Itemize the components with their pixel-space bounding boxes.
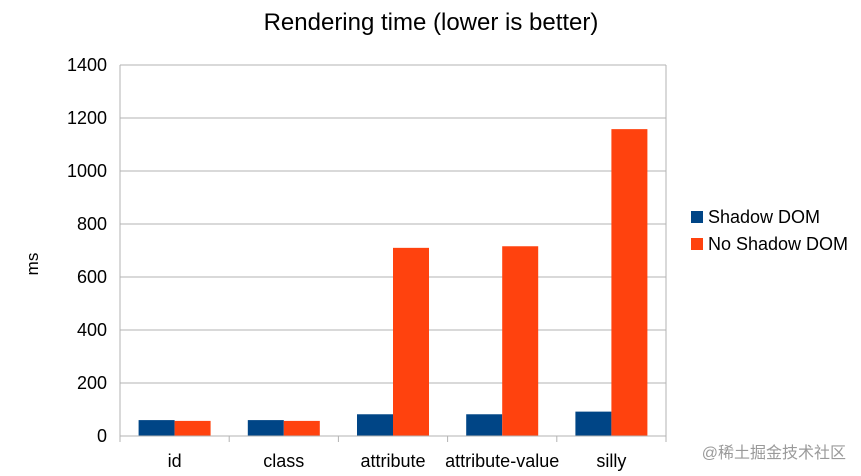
bar-shadow-dom-id — [138, 420, 175, 436]
y-axis-label: ms — [23, 253, 42, 276]
x-tick-labels: id class attribute attribute-value silly — [168, 451, 627, 471]
x-tick-label: id — [168, 451, 182, 471]
bar-no-shadow-dom-attribute — [393, 247, 429, 436]
x-tick-label: attribute-value — [445, 451, 559, 471]
y-tick-label: 200 — [77, 373, 107, 393]
bar-no-shadow-dom-attribute-value — [502, 246, 539, 436]
bar-shadow-dom-attribute — [357, 414, 393, 436]
chart-title: Rendering time (lower is better) — [264, 9, 599, 36]
bar-no-shadow-dom-id — [174, 420, 211, 436]
y-tick-label: 1400 — [67, 55, 107, 75]
bars — [138, 129, 648, 436]
y-tick-label: 600 — [77, 267, 107, 287]
axes — [119, 65, 667, 442]
y-tick-label: 400 — [77, 320, 107, 340]
legend-swatch — [691, 211, 703, 223]
legend-label: No Shadow DOM — [708, 234, 848, 254]
legend-swatch — [691, 238, 703, 250]
y-tick-label: 800 — [77, 214, 107, 234]
x-tick-label: silly — [596, 451, 626, 471]
y-tick-label: 0 — [97, 426, 107, 446]
y-tick-label: 1000 — [67, 161, 107, 181]
bar-shadow-dom-silly — [575, 411, 612, 436]
y-tick-label: 1200 — [67, 108, 107, 128]
x-tick-label: class — [263, 451, 304, 471]
y-tick-labels: 0 200 400 600 800 1000 1200 1400 — [67, 55, 107, 446]
bar-shadow-dom-attribute-value — [466, 414, 503, 436]
bar-shadow-dom-class — [247, 420, 284, 436]
watermark-text: @稀土掘金技术社区 — [702, 444, 846, 462]
bar-no-shadow-dom-class — [283, 420, 320, 436]
x-tick-label: attribute — [360, 451, 425, 471]
legend-label: Shadow DOM — [708, 207, 820, 227]
bar-no-shadow-dom-silly — [611, 129, 648, 436]
legend: Shadow DOM No Shadow DOM — [691, 207, 848, 254]
